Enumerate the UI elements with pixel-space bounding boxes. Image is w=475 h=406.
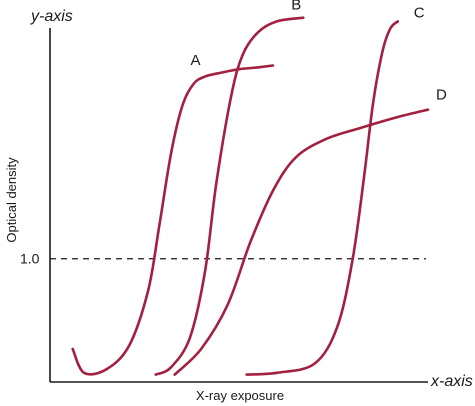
curve-label-c: C [414,4,425,21]
curve-d [173,108,430,376]
y-axis-label: Optical density [4,157,19,243]
x-axis-label: X-ray exposure [196,388,284,403]
curve-b [154,16,305,376]
curve-label-d: D [436,87,447,104]
y-axis-name: y-axis [30,8,73,25]
x-axis-name: x-axis [430,373,473,390]
curve-labels-group: A B C D [191,0,448,104]
curve-label-a: A [191,52,201,69]
curve-label-b: B [291,0,301,14]
y-tick-label: 1.0 [20,251,40,267]
curve-c [245,20,400,376]
curve-a [71,64,275,376]
curves-group [71,16,430,376]
